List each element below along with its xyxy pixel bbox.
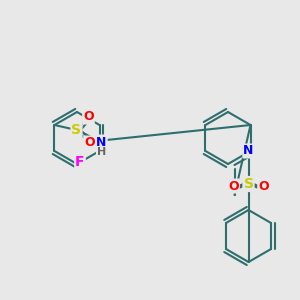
Text: N: N [243,145,254,158]
Text: O: O [258,179,269,193]
Text: N: N [96,136,107,148]
Text: F: F [75,155,85,169]
Text: H: H [97,147,106,157]
Text: O: O [84,136,95,149]
Text: S: S [244,177,254,191]
Text: S: S [71,123,82,137]
Text: O: O [228,179,239,193]
Text: O: O [83,110,94,124]
